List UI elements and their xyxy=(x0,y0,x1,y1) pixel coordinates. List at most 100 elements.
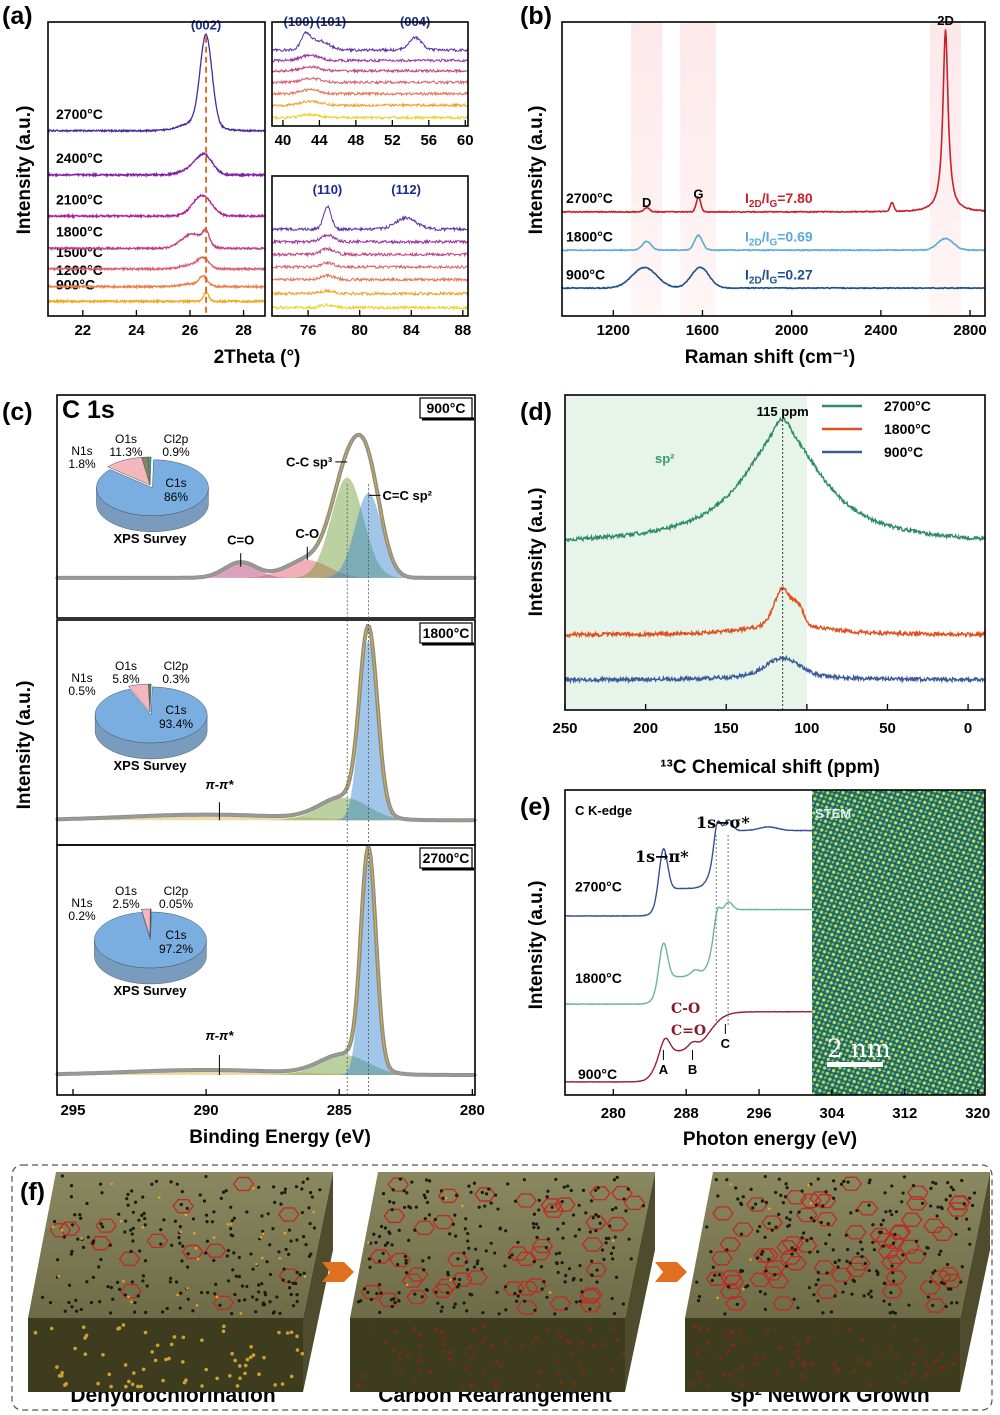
bulk-dot xyxy=(181,1360,185,1364)
xrd-inset-series-line xyxy=(272,304,468,309)
xps-data-point xyxy=(363,639,366,642)
atom-dot xyxy=(283,1191,286,1194)
atom-dot xyxy=(73,1213,76,1216)
atom-dot xyxy=(49,1301,52,1304)
atom-dot xyxy=(580,1290,583,1293)
atom-dot xyxy=(794,1248,797,1251)
atom-dot xyxy=(810,1237,813,1240)
xps-data-point xyxy=(455,819,458,822)
pie-slice-name: Cl2p xyxy=(164,659,189,673)
atom-dot xyxy=(596,1269,599,1272)
atom-dot xyxy=(820,1221,823,1224)
panel-b-xlabel: Raman shift (cm⁻¹) xyxy=(685,347,856,368)
xps-data-point xyxy=(136,1070,139,1073)
atom-dot xyxy=(359,1299,362,1302)
chlorine-dot xyxy=(252,1187,255,1190)
xps-data-point xyxy=(306,1065,309,1068)
atom-dot xyxy=(931,1271,934,1274)
x-tick-label: 320 xyxy=(965,1105,990,1122)
bulk-dot xyxy=(719,1357,723,1361)
atom-dot xyxy=(398,1229,401,1232)
xps-data-point xyxy=(333,796,336,799)
bulk-dot xyxy=(132,1371,136,1375)
atom-dot xyxy=(144,1259,147,1262)
xps-data-point xyxy=(103,576,106,579)
xps-data-point xyxy=(300,557,303,560)
atom-dot xyxy=(869,1290,872,1293)
bulk-dot xyxy=(230,1352,234,1356)
series-label: 1800°C xyxy=(566,228,613,244)
xps-data-point xyxy=(348,778,351,781)
atom-dot xyxy=(950,1186,953,1189)
atom-dot xyxy=(955,1217,958,1220)
bulk-dot xyxy=(449,1351,453,1355)
atom-dot xyxy=(882,1299,885,1302)
atom-dot xyxy=(233,1293,236,1296)
atom-dot xyxy=(889,1311,892,1314)
atom-dot xyxy=(144,1311,147,1314)
xps-data-point xyxy=(291,562,294,565)
atom-dot xyxy=(403,1206,406,1209)
atom-dot xyxy=(442,1197,445,1200)
atom-dot xyxy=(954,1233,957,1236)
atom-dot xyxy=(130,1189,133,1192)
bulk-dot xyxy=(82,1325,86,1329)
xps-data-point xyxy=(70,1072,73,1075)
xps-data-point xyxy=(312,548,315,551)
xps-data-point xyxy=(429,819,432,822)
ratio-part: /I xyxy=(762,266,770,282)
series-label: 900°C xyxy=(578,1066,617,1082)
atom-dot xyxy=(955,1301,958,1304)
atom-dot xyxy=(285,1248,288,1251)
xps-data-point xyxy=(148,576,151,579)
atom-dot xyxy=(597,1215,600,1218)
atom-dot xyxy=(564,1274,567,1277)
bulk-dot xyxy=(622,1353,626,1357)
bulk-dot xyxy=(755,1356,759,1360)
atom-dot xyxy=(231,1268,234,1271)
process-arrow-icon xyxy=(655,1262,687,1282)
xps-data-point xyxy=(154,1069,157,1072)
bulk-dot xyxy=(803,1364,807,1368)
xps-data-point xyxy=(249,814,252,817)
xps-data-point xyxy=(461,576,464,579)
atom-dot xyxy=(206,1240,209,1243)
bulk-dot xyxy=(952,1362,956,1366)
atom-dot xyxy=(284,1188,287,1191)
atom-dot xyxy=(513,1292,516,1295)
atom-dot xyxy=(582,1189,585,1192)
atom-dot xyxy=(561,1261,564,1264)
atom-dot xyxy=(428,1179,431,1182)
bulk-dot xyxy=(835,1367,839,1371)
atom-dot xyxy=(187,1252,190,1255)
atom-dot xyxy=(950,1301,953,1304)
xps-data-point xyxy=(127,576,130,579)
atom-dot xyxy=(98,1300,101,1303)
xps-data-point xyxy=(330,503,333,506)
bulk-dot xyxy=(494,1381,498,1385)
atom-dot xyxy=(816,1299,819,1302)
xps-data-point xyxy=(124,576,127,579)
xps-data-point xyxy=(276,1070,279,1073)
atom-dot xyxy=(245,1285,248,1288)
atom-dot xyxy=(440,1310,443,1313)
xps-data-point xyxy=(360,435,363,438)
atom-dot xyxy=(599,1222,602,1225)
atom-dot xyxy=(277,1250,280,1253)
annotation-a: A xyxy=(659,1062,669,1077)
atom-dot xyxy=(70,1184,73,1187)
chlorine-dot xyxy=(461,1205,464,1208)
atom-dot xyxy=(231,1219,234,1222)
xps-data-point xyxy=(229,1069,232,1072)
x-tick-label: 2400 xyxy=(864,322,897,339)
atom-dot xyxy=(309,1252,312,1255)
atom-dot xyxy=(863,1294,866,1297)
xps-data-point xyxy=(351,1032,354,1035)
atom-dot xyxy=(836,1266,839,1269)
atom-dot xyxy=(280,1192,283,1195)
atom-dot xyxy=(303,1272,306,1275)
bulk-dot xyxy=(96,1382,100,1386)
atom-dot xyxy=(490,1242,493,1245)
xrd-inset-series-line xyxy=(272,32,468,52)
xps-data-point xyxy=(112,1071,115,1074)
